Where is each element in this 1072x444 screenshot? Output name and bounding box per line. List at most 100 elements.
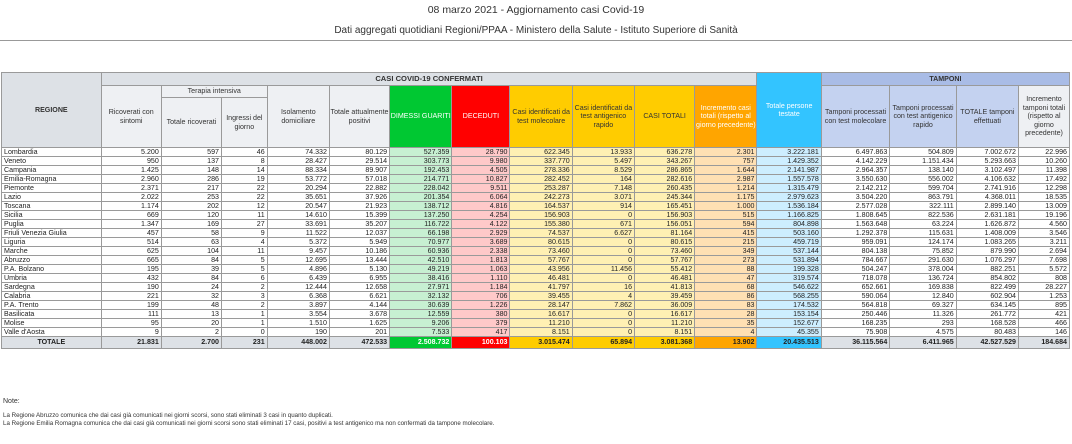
table-cell: 0 [571,246,636,256]
table-cell: 2.631.181 [955,210,1020,220]
table-cell: 201 [328,327,391,337]
region-name: Emilia-Romagna [1,174,102,184]
table-cell: 29.514 [328,156,391,166]
table-cell: 0 [571,255,636,265]
table-cell: 168.235 [820,318,891,328]
table-cell: 8 [221,156,268,166]
table-cell: 169.838 [889,282,957,292]
table-cell: 12.298 [1018,183,1070,193]
table-cell: 343.267 [634,156,696,166]
table-cell: 2.301 [694,147,758,157]
table-cell: 116.722 [389,219,453,229]
table-cell: 2.741.916 [955,183,1020,193]
header-tamponi-molecolare: Tamponi processati con test molecolare [820,85,891,148]
table-cell: 4 [221,237,268,247]
table-cell: 11.326 [889,309,957,319]
table-cell: 278.336 [509,165,573,175]
table-cell: 1.110 [451,273,511,283]
table-cell: 380 [451,309,511,319]
table-cell: 5.372 [266,237,330,247]
table-cell: 46 [221,147,268,157]
header-ricoverati: Ricoverati con sintomi [100,85,162,148]
table-row: Piemonte 2.371 217 22 20.294 22.882 228.042 9.5… [1,183,1070,193]
header-positivi: Totale attualmente positivi [328,85,391,148]
table-cell: 1.408.009 [955,228,1020,238]
table-cell: 1.644 [694,165,758,175]
table-cell: 1.226 [451,300,511,310]
table-cell: 75.852 [889,246,957,256]
table-cell: 457 [100,228,162,238]
table-cell: 804.138 [820,246,891,256]
table-cell: 202 [160,201,223,211]
table-cell: 13 [160,309,223,319]
table-cell: 448.002 [266,336,330,349]
table-cell: 46.481 [509,273,573,283]
table-cell: 32 [160,291,223,301]
table-cell: 73.460 [634,246,696,256]
header-incremento: Incremento casi totali (rispetto al gior… [694,85,758,148]
header-isolamento: Isolamento domiciliare [266,85,330,148]
table-cell: 35.651 [266,192,330,202]
table-cell: 914 [571,201,636,211]
table-cell: 11.210 [634,318,696,328]
table-cell: 45.355 [756,327,822,337]
table-cell: 12.695 [266,255,330,265]
table-cell: 74.332 [266,147,330,157]
table-row: Liguria 514 63 4 5.372 5.949 70.977 3.689 80.615… [1,237,1070,247]
covid-data-table: REGIONE CASI COVID-19 CONFERMATI Totale … [1,72,1071,349]
table-cell: 18.535 [1018,192,1070,202]
table-cell: 2.979.623 [756,192,822,202]
table-cell: 73.460 [509,246,573,256]
table-cell: 39.459 [634,291,696,301]
table-cell: 706 [451,291,511,301]
table-cell: 6.627 [571,228,636,238]
region-name: TOTALE [1,336,102,349]
table-cell: 537.144 [756,246,822,256]
table-cell: 1.315.479 [756,183,822,193]
table-cell: 80.129 [328,147,391,157]
table-cell: 2.694 [1018,246,1070,256]
table-cell: 0 [571,237,636,247]
table-cell: 6.411.965 [889,336,957,349]
table-cell: 0 [221,327,268,337]
table-cell: 215 [694,237,758,247]
table-cell: 57.767 [634,255,696,265]
table-cell: 556.002 [889,174,957,184]
table-cell: 0 [571,309,636,319]
header-tamponi-antigenico: Tamponi processati con test antigenico r… [889,85,957,148]
table-row: Molise 95 20 1 1.510 1.625 9.206 379 11.210 0 11.2… [1,318,1070,328]
table-cell: 9 [100,327,162,337]
table-cell: 2.142.212 [820,183,891,193]
table-cell: 74.537 [509,228,573,238]
table-cell: 30.639 [389,300,453,310]
table-cell: 137 [160,156,223,166]
table-cell: 36.009 [634,300,696,310]
table-cell: 22.882 [328,183,391,193]
table-cell: 1.184 [451,282,511,292]
table-cell: 13.933 [571,147,636,157]
table-cell: 22.996 [1018,147,1070,157]
table-cell: 13.444 [328,255,391,265]
table-cell: 42.510 [389,255,453,265]
table-cell: 602.904 [955,291,1020,301]
table-cell: 169 [160,219,223,229]
table-cell: 43.956 [509,264,573,274]
table-cell: 137.250 [389,210,453,220]
table-cell: 42.527.529 [955,336,1020,349]
table-cell: 250.446 [820,309,891,319]
note-line: La Regione Abruzzo comunica che dai casi… [3,412,333,419]
table-row: Sicilia 669 120 11 14.610 15.399 137.250 4.254 1… [1,210,1070,220]
table-cell: 12 [221,201,268,211]
table-cell: 4.122 [451,219,511,229]
table-cell: 1.076.297 [955,255,1020,265]
table-cell: 4 [694,327,758,337]
table-cell: 5 [221,264,268,274]
table-cell: 53.772 [266,174,330,184]
table-cell: 6.955 [328,273,391,283]
table-cell: 282.452 [509,174,573,184]
table-cell: 38.416 [389,273,453,283]
table-cell: 33.691 [266,219,330,229]
table-cell: 466 [1018,318,1070,328]
region-name: Molise [1,318,102,328]
table-cell: 63.224 [889,219,957,229]
